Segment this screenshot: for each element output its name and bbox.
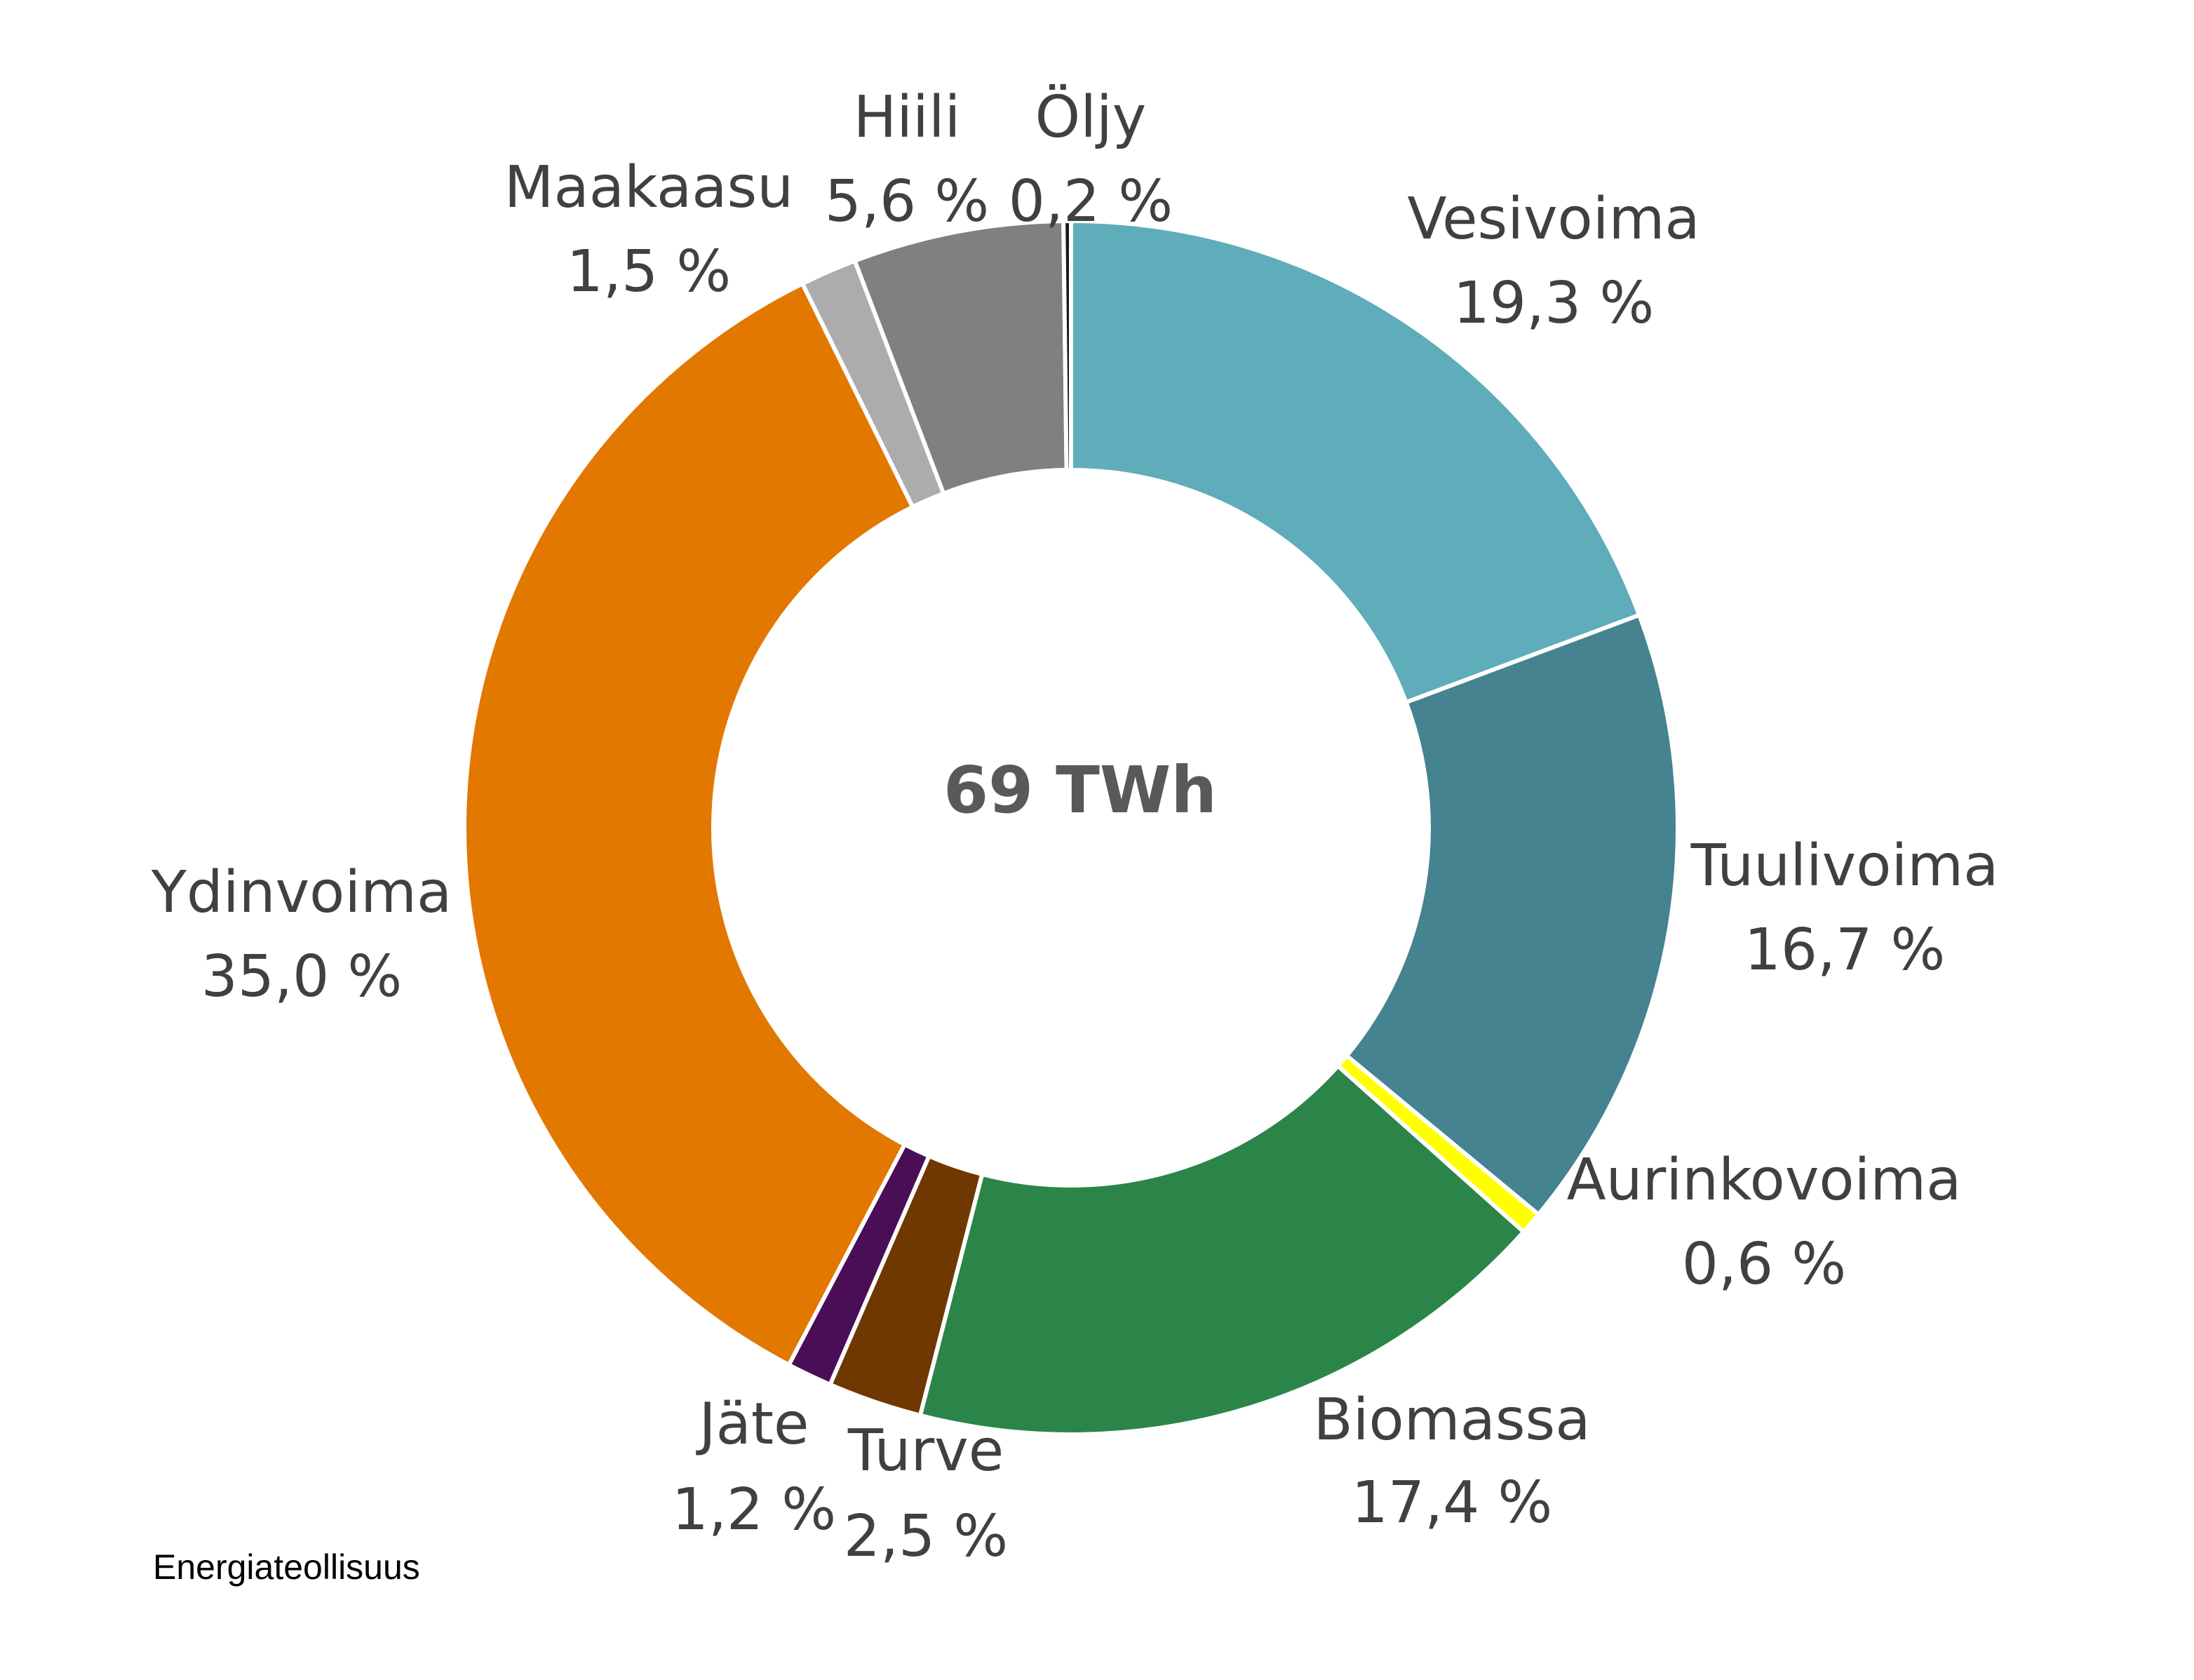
slice-label-1: Tuulivoima (1690, 833, 1999, 899)
slice-labels: Vesivoima 19,3 % Tuulivoima 16,7 % Aurinkovo… (151, 83, 1999, 1570)
slice-label-2: Aurinkovoima (1567, 1147, 1962, 1214)
slice-0 (1069, 218, 1642, 706)
slice-label-6: Ydinvoima (151, 859, 452, 926)
slice-value-0: 19,3 % (1453, 270, 1655, 337)
slice-value-3: 17,4 % (1352, 1470, 1553, 1536)
slice-value-7: 1,5 % (567, 238, 731, 305)
slice-label-0: Vesivoima (1407, 186, 1700, 253)
slice-value-5: 1,2 % (672, 1477, 836, 1543)
slice-value-9: 0,2 % (1009, 168, 1173, 235)
slice-9 (1061, 218, 1073, 473)
slice-label-5: Jäte (695, 1391, 809, 1458)
slice-label-8: Hiili (854, 84, 961, 151)
slice-label-9: Öljy (1035, 83, 1147, 151)
slice-value-2: 0,6 % (1682, 1231, 1846, 1298)
slice-value-6: 35,0 % (201, 943, 403, 1010)
source-note: Energiateollisuus (153, 1547, 420, 1587)
slice-label-4: Turve (847, 1418, 1004, 1484)
slice-label-7: Maakaasu (504, 154, 793, 221)
center-total-label: 69 TWh (943, 753, 1217, 828)
slice-6 (462, 281, 916, 1368)
slice-value-4: 2,5 % (844, 1503, 1008, 1570)
slice-1 (1343, 612, 1681, 1218)
slice-label-3: Biomassa (1313, 1387, 1590, 1453)
donut-slices (462, 218, 1681, 1437)
slice-value-8: 5,6 % (825, 168, 989, 235)
slice-3 (917, 1063, 1527, 1437)
slice-value-1: 16,7 % (1744, 917, 1946, 983)
